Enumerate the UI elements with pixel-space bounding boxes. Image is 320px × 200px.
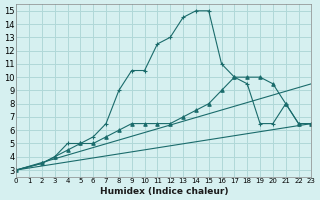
X-axis label: Humidex (Indice chaleur): Humidex (Indice chaleur) <box>100 187 228 196</box>
